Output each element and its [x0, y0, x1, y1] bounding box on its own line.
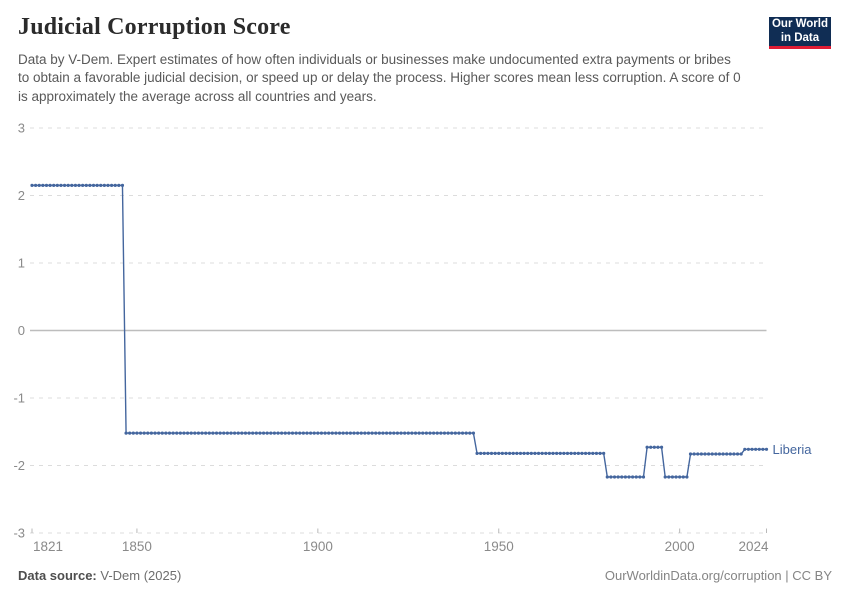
data-source-label: Data source: [18, 568, 97, 583]
entity-label: Liberia [773, 442, 813, 457]
svg-text:0: 0 [18, 323, 25, 338]
svg-text:2024: 2024 [738, 539, 769, 554]
svg-text:1850: 1850 [122, 539, 152, 554]
svg-text:-1: -1 [13, 391, 25, 406]
page-title: Judicial Corruption Score [18, 14, 291, 40]
svg-text:3: 3 [18, 121, 25, 136]
svg-text:1821: 1821 [33, 539, 63, 554]
svg-text:-3: -3 [13, 526, 25, 541]
svg-text:1950: 1950 [484, 539, 514, 554]
svg-text:2000: 2000 [665, 539, 695, 554]
owid-logo[interactable]: Our World in Data [769, 17, 831, 49]
data-source: Data source: V-Dem (2025) [18, 568, 181, 583]
x-axis-labels: 1821 1850 1900 1950 2000 2024 [31, 528, 769, 554]
svg-text:2: 2 [18, 188, 25, 203]
svg-text:1900: 1900 [303, 539, 333, 554]
data-source-value: V-Dem (2025) [100, 568, 182, 583]
owid-logo-text: Our World in Data [771, 18, 828, 44]
data-series [30, 183, 769, 479]
credit-link[interactable]: OurWorldinData.org/corruption | CC BY [604, 568, 832, 583]
y-gridlines [30, 127, 767, 534]
svg-text:1: 1 [18, 256, 25, 271]
y-axis-labels: 3 2 1 0 -1 -2 -3 [13, 121, 25, 541]
chart-footer: Data source: V-Dem (2025) OurWorldinData… [18, 568, 832, 583]
svg-text:Liberia: Liberia [773, 442, 813, 457]
chart-subtitle: Data by V-Dem. Expert estimates of how o… [18, 52, 741, 104]
svg-text:-2: -2 [13, 458, 25, 473]
